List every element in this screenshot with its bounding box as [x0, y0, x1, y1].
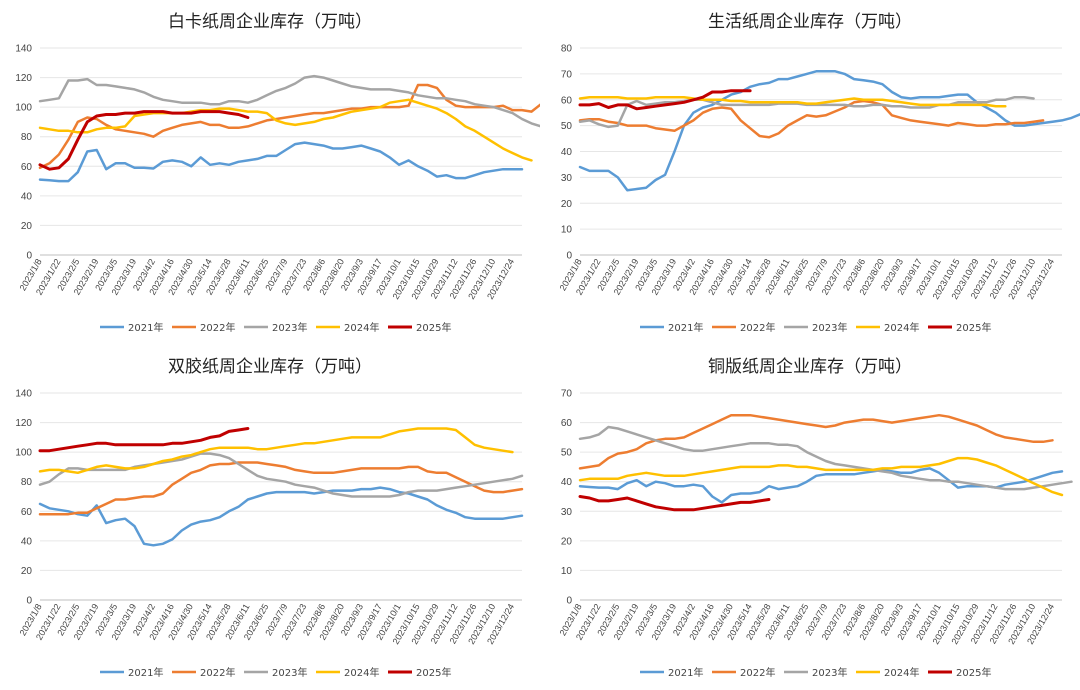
chart-svg-shuangjiao: 双胶纸周企业库存（万吨）0204060801001201402023/1/820… — [15, 357, 524, 679]
y-tick-label: 140 — [15, 389, 32, 400]
chart-panel-shuangjiao: 双胶纸周企业库存（万吨） 0 20 40 60 80 100 120 140 2023/1/8 20… — [0, 345, 540, 690]
legend-label: 2023年 — [812, 321, 847, 334]
series-line-2025年 — [578, 495, 771, 512]
y-tick-label: 60 — [21, 507, 33, 518]
y-tick-label: 40 — [21, 191, 33, 202]
legend-label: 2022年 — [740, 666, 775, 679]
y-tick-label: 60 — [561, 95, 573, 106]
series-line-2021年 — [38, 141, 524, 183]
y-tick-label: 80 — [21, 132, 33, 143]
series-line-2024年 — [38, 427, 514, 475]
chart-title: 双胶纸周企业库存（万吨） — [168, 357, 372, 377]
y-tick-label: 40 — [561, 147, 573, 158]
series-line-2021年 — [38, 486, 524, 547]
y-tick-label: 60 — [561, 418, 573, 429]
legend-label: 2025年 — [416, 666, 451, 679]
chart-panel-tongban: 铜版纸周企业库存（万吨） 0 10 20 30 40 50 60 70 2023/1/8 2023/… — [540, 345, 1080, 690]
legend-label: 2024年 — [884, 666, 919, 679]
legend-label: 2025年 — [956, 321, 991, 334]
legend-label: 2021年 — [128, 666, 163, 679]
y-tick-label: 10 — [561, 225, 573, 236]
legend-label: 2021年 — [668, 321, 703, 334]
legend-label: 2023年 — [812, 666, 847, 679]
series-line-2022年 — [578, 413, 1054, 470]
chart-panel-shenghuo: 生活纸周企业库存（万吨） 0 10 20 30 40 50 60 70 80 2023/1/8 202… — [540, 0, 1080, 345]
y-tick-label: 30 — [561, 173, 573, 184]
y-tick-label: 140 — [15, 44, 32, 55]
y-tick-label: 40 — [21, 536, 33, 547]
legend-label: 2022年 — [200, 666, 235, 679]
y-tick-label: 20 — [21, 566, 33, 577]
y-tick-label: 120 — [15, 418, 32, 429]
chart-svg-baika: 白卡纸周企业库存（万吨）0204060801001201402023/1/820… — [15, 12, 540, 334]
y-tick-label: 70 — [561, 389, 573, 400]
y-tick-label: 70 — [561, 69, 573, 80]
legend-label: 2025年 — [416, 321, 451, 334]
chart-title: 铜版纸周企业库存（万吨） — [708, 357, 912, 377]
series-line-2022年 — [578, 99, 1045, 139]
series-line-2023年 — [578, 425, 1073, 491]
series-line-2024年 — [578, 95, 1007, 108]
series-line-2022年 — [38, 461, 524, 516]
y-tick-label: 80 — [21, 477, 33, 488]
y-tick-label: 80 — [561, 44, 573, 55]
y-tick-label: 100 — [15, 103, 32, 114]
y-tick-label: 20 — [21, 221, 33, 232]
y-tick-label: 100 — [15, 448, 32, 459]
chart-title: 生活纸周企业库存（万吨） — [708, 12, 912, 32]
y-tick-label: 20 — [561, 536, 573, 547]
y-tick-label: 0 — [26, 596, 32, 607]
y-tick-label: 50 — [561, 121, 573, 132]
y-tick-label: 40 — [561, 477, 573, 488]
y-tick-label: 0 — [566, 251, 572, 262]
legend-label: 2022年 — [740, 321, 775, 334]
legend-label: 2021年 — [128, 321, 163, 334]
y-tick-label: 60 — [21, 162, 33, 173]
legend-label: 2025年 — [956, 666, 991, 679]
legend-label: 2021年 — [668, 666, 703, 679]
y-tick-label: 30 — [561, 507, 573, 518]
series-line-2025年 — [578, 89, 752, 111]
legend-label: 2024年 — [344, 321, 379, 334]
series-line-2023年 — [38, 74, 540, 128]
chart-panel-baika: 白卡纸周企业库存（万吨） 0 20 40 60 80 100 120 140 2023/1/8 20… — [0, 0, 540, 345]
y-tick-label: 10 — [561, 566, 573, 577]
legend-label: 2022年 — [200, 321, 235, 334]
series-line-2025年 — [38, 427, 250, 453]
legend-label: 2023年 — [272, 321, 307, 334]
series-line-2024年 — [38, 98, 533, 162]
chart-title: 白卡纸周企业库存（万吨） — [168, 12, 372, 32]
y-tick-label: 0 — [26, 251, 32, 262]
series-line-2023年 — [38, 452, 524, 498]
legend-label: 2023年 — [272, 666, 307, 679]
legend-label: 2024年 — [344, 666, 379, 679]
chart-svg-tongban: 铜版纸周企业库存（万吨）0102030405060702023/1/82023/… — [558, 357, 1073, 679]
y-tick-label: 50 — [561, 448, 573, 459]
series-line-2024年 — [578, 456, 1064, 497]
series-line-2023年 — [578, 95, 1035, 129]
legend-label: 2024年 — [884, 321, 919, 334]
y-tick-label: 120 — [15, 73, 32, 84]
y-tick-label: 0 — [566, 596, 572, 607]
series-line-2022年 — [38, 83, 540, 170]
chart-svg-shenghuo: 生活纸周企业库存（万吨）010203040506070802023/1/8202… — [558, 12, 1080, 334]
y-tick-label: 20 — [561, 199, 573, 210]
series-line-2021年 — [578, 70, 1080, 192]
series-line-2025年 — [38, 110, 250, 171]
